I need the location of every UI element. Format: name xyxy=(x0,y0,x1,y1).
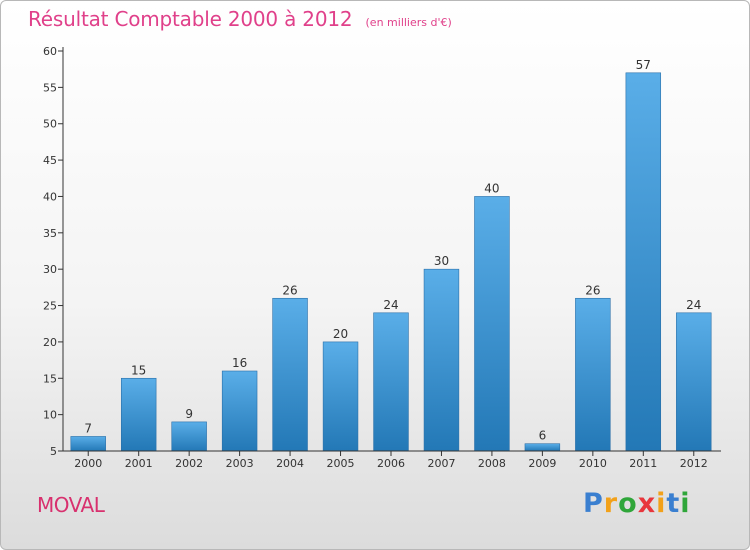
x-tick-label-2003: 2003 xyxy=(226,457,254,470)
logo-letter: i xyxy=(656,488,667,519)
x-tick-label-2008: 2008 xyxy=(478,457,506,470)
y-tick-label-45: 45 xyxy=(43,154,57,167)
value-label-2001: 15 xyxy=(131,363,146,377)
x-tick-label-2006: 2006 xyxy=(377,457,405,470)
logo-letter: P xyxy=(583,488,604,519)
value-label-2002: 9 xyxy=(185,407,193,421)
logo-letter: i xyxy=(680,488,691,519)
y-tick-label-15: 15 xyxy=(43,372,57,385)
x-tick-label-2007: 2007 xyxy=(427,457,455,470)
value-label-2012: 24 xyxy=(686,298,701,312)
value-label-2004: 26 xyxy=(282,283,297,297)
logo-letter: r xyxy=(603,488,619,519)
y-tick-label-20: 20 xyxy=(43,336,57,349)
value-label-2005: 20 xyxy=(333,327,348,341)
bar-2007 xyxy=(423,268,460,452)
bar-2000 xyxy=(70,436,106,452)
bar-2010 xyxy=(575,297,611,452)
value-label-2006: 24 xyxy=(383,298,398,312)
bar-2001 xyxy=(120,377,157,452)
y-tick-label-35: 35 xyxy=(43,227,57,240)
bars-group: 7 15 9 16 26 20 24 30 40 6 26 57 24 xyxy=(70,58,712,452)
logo-letter: x xyxy=(637,488,657,519)
value-label-2011: 57 xyxy=(636,58,651,72)
x-tick-label-2009: 2009 xyxy=(528,457,556,470)
x-tick-label-2011: 2011 xyxy=(629,457,657,470)
bar-2011 xyxy=(625,72,662,452)
y-tick-label-60: 60 xyxy=(43,45,57,58)
y-tick-label-30: 30 xyxy=(43,263,57,276)
y-tick-label-50: 50 xyxy=(43,118,57,131)
x-tick-label-2004: 2004 xyxy=(276,457,304,470)
x-tick-label-2010: 2010 xyxy=(579,457,607,470)
bar-2008 xyxy=(474,196,510,452)
bar-2012 xyxy=(676,312,712,452)
x-tick-label-2005: 2005 xyxy=(327,457,355,470)
bar-2004 xyxy=(272,297,308,452)
value-label-2007: 30 xyxy=(434,254,449,268)
value-label-2009: 6 xyxy=(539,429,547,443)
y-tick-label-40: 40 xyxy=(43,190,57,203)
bar-2003 xyxy=(221,370,258,452)
x-tick-label-2000: 2000 xyxy=(74,457,102,470)
proxiti-logo[interactable]: Proxiti xyxy=(583,488,691,519)
x-tick-label-2002: 2002 xyxy=(175,457,203,470)
commune-name: MOVAL xyxy=(37,493,105,517)
value-label-2008: 40 xyxy=(484,181,499,195)
chart-title-group: Résultat Comptable 2000 à 2012 (en milli… xyxy=(28,7,452,31)
axes-group: 2000 2001 2002 2003 2004 2005 2006 2007 2008 2009… xyxy=(43,45,721,470)
logo-letter: o xyxy=(618,488,638,519)
bar-2005 xyxy=(322,341,359,452)
bar-2006 xyxy=(373,312,409,452)
x-tick-label-2001: 2001 xyxy=(125,457,153,470)
y-tick-label-5: 5 xyxy=(50,445,57,458)
chart-title: Résultat Comptable 2000 à 2012 xyxy=(28,7,353,31)
y-tick-label-10: 10 xyxy=(43,409,57,422)
y-tick-label-55: 55 xyxy=(43,81,57,94)
value-label-2003: 16 xyxy=(232,356,247,370)
chart-subtitle: (en milliers d'€) xyxy=(365,16,452,29)
logo-letter: t xyxy=(666,488,681,519)
value-label-2010: 26 xyxy=(585,283,600,297)
value-label-2000: 7 xyxy=(84,421,92,435)
bar-2009 xyxy=(524,443,561,452)
bar-2002 xyxy=(171,421,207,452)
x-tick-label-2012: 2012 xyxy=(680,457,708,470)
y-tick-label-25: 25 xyxy=(43,300,57,313)
